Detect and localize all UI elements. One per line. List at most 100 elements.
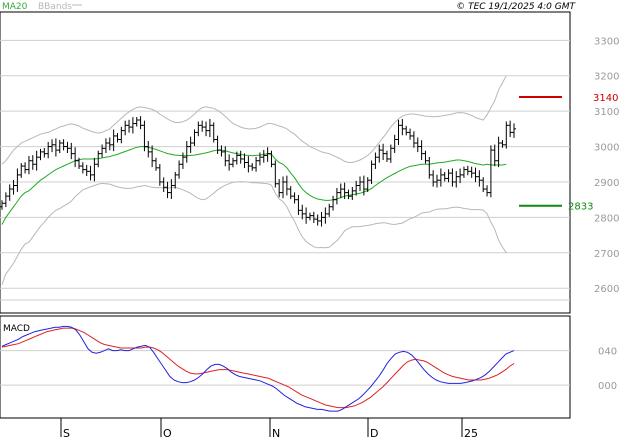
ohlc-bar	[246, 156, 251, 173]
ohlc-bar	[311, 211, 316, 223]
ohlc-bar	[323, 207, 328, 224]
ohlc-bar	[242, 153, 247, 169]
ohlc-bar	[254, 156, 259, 172]
ohlc-bar	[234, 151, 239, 165]
ohlc-bar	[50, 139, 55, 153]
ohlc-bar	[488, 145, 493, 198]
ohlc-bar	[319, 211, 324, 227]
ohlc-bar	[192, 129, 197, 146]
macd-panel-frame	[0, 315, 571, 419]
source-credit: © TEC 19/1/2025 4:0 GMT	[456, 2, 576, 12]
ohlc-bar	[427, 156, 432, 179]
price-tick-label: 3200	[594, 72, 619, 83]
ohlc-bar	[38, 148, 43, 161]
macd-lines	[1, 325, 515, 412]
ohlc-bar	[296, 195, 301, 215]
ohlc-bar	[365, 177, 370, 193]
ohlc-bar	[19, 163, 24, 178]
macd-axis-labels: 040 000	[598, 347, 617, 393]
price-tick-label: 3100	[594, 107, 619, 118]
bbands-upper-line	[1, 75, 507, 165]
ohlc-bar	[250, 163, 255, 171]
ohlc-bar	[265, 147, 270, 162]
ohlc-bar	[177, 160, 182, 179]
ohlc-bar	[300, 204, 305, 220]
ohlc-bar	[215, 135, 220, 154]
ohlc-bar	[500, 140, 505, 148]
ohlc-bar	[111, 129, 116, 152]
ohlc-bar	[103, 138, 108, 154]
ohlc-bar	[42, 148, 47, 158]
ohlc-bar	[315, 214, 320, 226]
ohlc-bar	[369, 160, 374, 185]
ohlc-bar	[184, 141, 189, 163]
ohlc-bar	[69, 142, 74, 160]
ohlc-bar	[381, 143, 386, 161]
ohlc-bar	[123, 120, 128, 136]
ohlc-bar	[153, 157, 158, 171]
ohlc-bar	[473, 167, 478, 183]
ohlc-bar	[92, 157, 97, 182]
ohlc-bar	[423, 150, 428, 164]
ohlc-bar	[277, 179, 282, 198]
resistance-label: 3140	[593, 93, 618, 104]
ohlc-bar	[169, 179, 174, 199]
ohlc-bar	[23, 162, 28, 174]
ohlc-bar	[230, 157, 235, 168]
ohlc-bar	[361, 175, 366, 196]
ohlc-bar	[57, 140, 62, 154]
ohlc-bar	[415, 137, 420, 153]
ohlc-bar	[442, 171, 447, 182]
ohlc-bar	[204, 121, 209, 137]
ohlc-bar	[53, 138, 58, 157]
bollinger-bands	[1, 75, 507, 285]
ohlc-bar	[331, 195, 336, 211]
ohlc-bar	[173, 171, 178, 189]
ohlc-bar	[292, 192, 297, 204]
ohlc-bar	[134, 117, 139, 127]
ohlc-bar	[404, 125, 409, 136]
ohlc-bar	[504, 121, 509, 149]
ohlc-bar	[396, 119, 401, 146]
time-tick-label: D	[370, 427, 378, 440]
macd-line	[1, 325, 515, 412]
time-tick-label: O	[163, 427, 172, 440]
ohlc-bar	[492, 144, 497, 167]
macd-tick-label: 040	[598, 347, 617, 358]
ohlc-bar	[146, 141, 151, 158]
ohlc-bar	[485, 185, 490, 197]
ohlc-bar	[334, 187, 339, 205]
price-levels: 3140 2833	[519, 93, 618, 213]
ohlc-bar	[477, 170, 482, 187]
ohlc-bar	[388, 144, 393, 163]
ohlc-bar	[130, 117, 135, 134]
price-axis-labels: 3300 3200 3100 3000 2900 2800 2700 2600	[594, 36, 619, 295]
ohlc-bar	[304, 207, 309, 224]
ohlc-bar	[419, 140, 424, 161]
ohlc-bar	[269, 150, 274, 168]
ohlc-bar	[342, 182, 347, 199]
ohlc-bar	[107, 137, 112, 151]
ohlc-bar	[257, 152, 262, 166]
ohlc-bar	[350, 187, 355, 200]
ohlc-bar	[284, 175, 289, 196]
ohlc-bar	[211, 122, 216, 143]
ohlc-bar	[411, 131, 416, 148]
price-tick-label: 2900	[594, 178, 619, 189]
ohlc-bar	[161, 177, 166, 192]
price-tick-label: 2800	[594, 213, 619, 224]
ohlc-bar	[84, 164, 89, 177]
ohlc-bar	[327, 203, 332, 217]
ohlc-bar	[119, 126, 124, 144]
support-label: 2833	[568, 202, 593, 213]
ohlc-bars	[0, 116, 516, 227]
ohlc-bar	[373, 152, 378, 169]
time-tick-label: 25	[464, 427, 478, 440]
ohlc-bar	[358, 176, 363, 192]
ohlc-bar	[307, 212, 312, 221]
ma20-line	[1, 146, 507, 225]
ohlc-bar	[508, 120, 513, 138]
ohlc-bar	[46, 141, 51, 159]
ohlc-bar	[61, 139, 66, 151]
ohlc-bar	[392, 134, 397, 154]
